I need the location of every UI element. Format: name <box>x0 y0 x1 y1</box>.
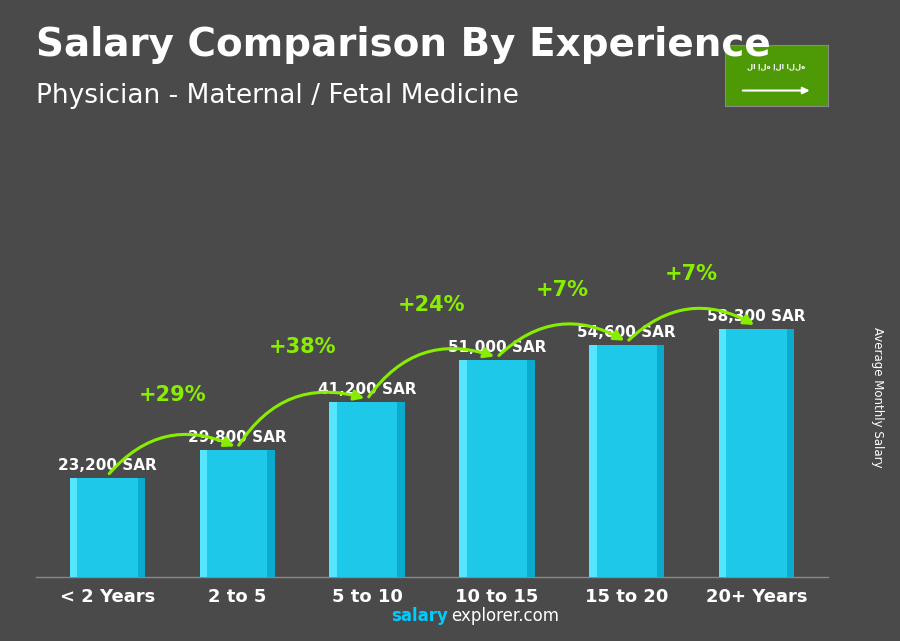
Text: +29%: +29% <box>139 385 206 405</box>
Bar <box>527 360 535 577</box>
Bar <box>590 344 664 577</box>
Text: +24%: +24% <box>398 295 466 315</box>
Text: salary: salary <box>392 607 448 625</box>
Text: explorer.com: explorer.com <box>451 607 559 625</box>
Text: Salary Comparison By Experience: Salary Comparison By Experience <box>36 26 770 63</box>
Bar <box>719 329 794 577</box>
Text: 41,200 SAR: 41,200 SAR <box>318 381 417 397</box>
Bar <box>138 478 145 577</box>
Bar <box>459 360 535 577</box>
Bar <box>70 478 145 577</box>
Bar <box>267 450 274 577</box>
Text: لا إله إلا الله: لا إله إلا الله <box>747 63 806 70</box>
Bar <box>657 344 664 577</box>
Text: 58,300 SAR: 58,300 SAR <box>707 309 806 324</box>
Bar <box>719 329 726 577</box>
Bar <box>70 478 77 577</box>
Text: +38%: +38% <box>268 337 336 357</box>
Bar <box>397 401 405 577</box>
Text: +7%: +7% <box>665 264 718 284</box>
Text: 23,200 SAR: 23,200 SAR <box>58 458 157 473</box>
Bar <box>787 329 794 577</box>
Bar <box>329 401 405 577</box>
Bar <box>590 344 597 577</box>
Text: Average Monthly Salary: Average Monthly Salary <box>871 327 884 468</box>
Bar <box>200 450 207 577</box>
Bar <box>329 401 337 577</box>
Text: 29,800 SAR: 29,800 SAR <box>188 430 286 445</box>
Text: Physician - Maternal / Fetal Medicine: Physician - Maternal / Fetal Medicine <box>36 83 519 110</box>
Text: +7%: +7% <box>536 280 589 300</box>
Text: 51,000 SAR: 51,000 SAR <box>447 340 546 355</box>
Bar <box>459 360 467 577</box>
Text: 54,600 SAR: 54,600 SAR <box>578 324 676 340</box>
Bar <box>200 450 274 577</box>
